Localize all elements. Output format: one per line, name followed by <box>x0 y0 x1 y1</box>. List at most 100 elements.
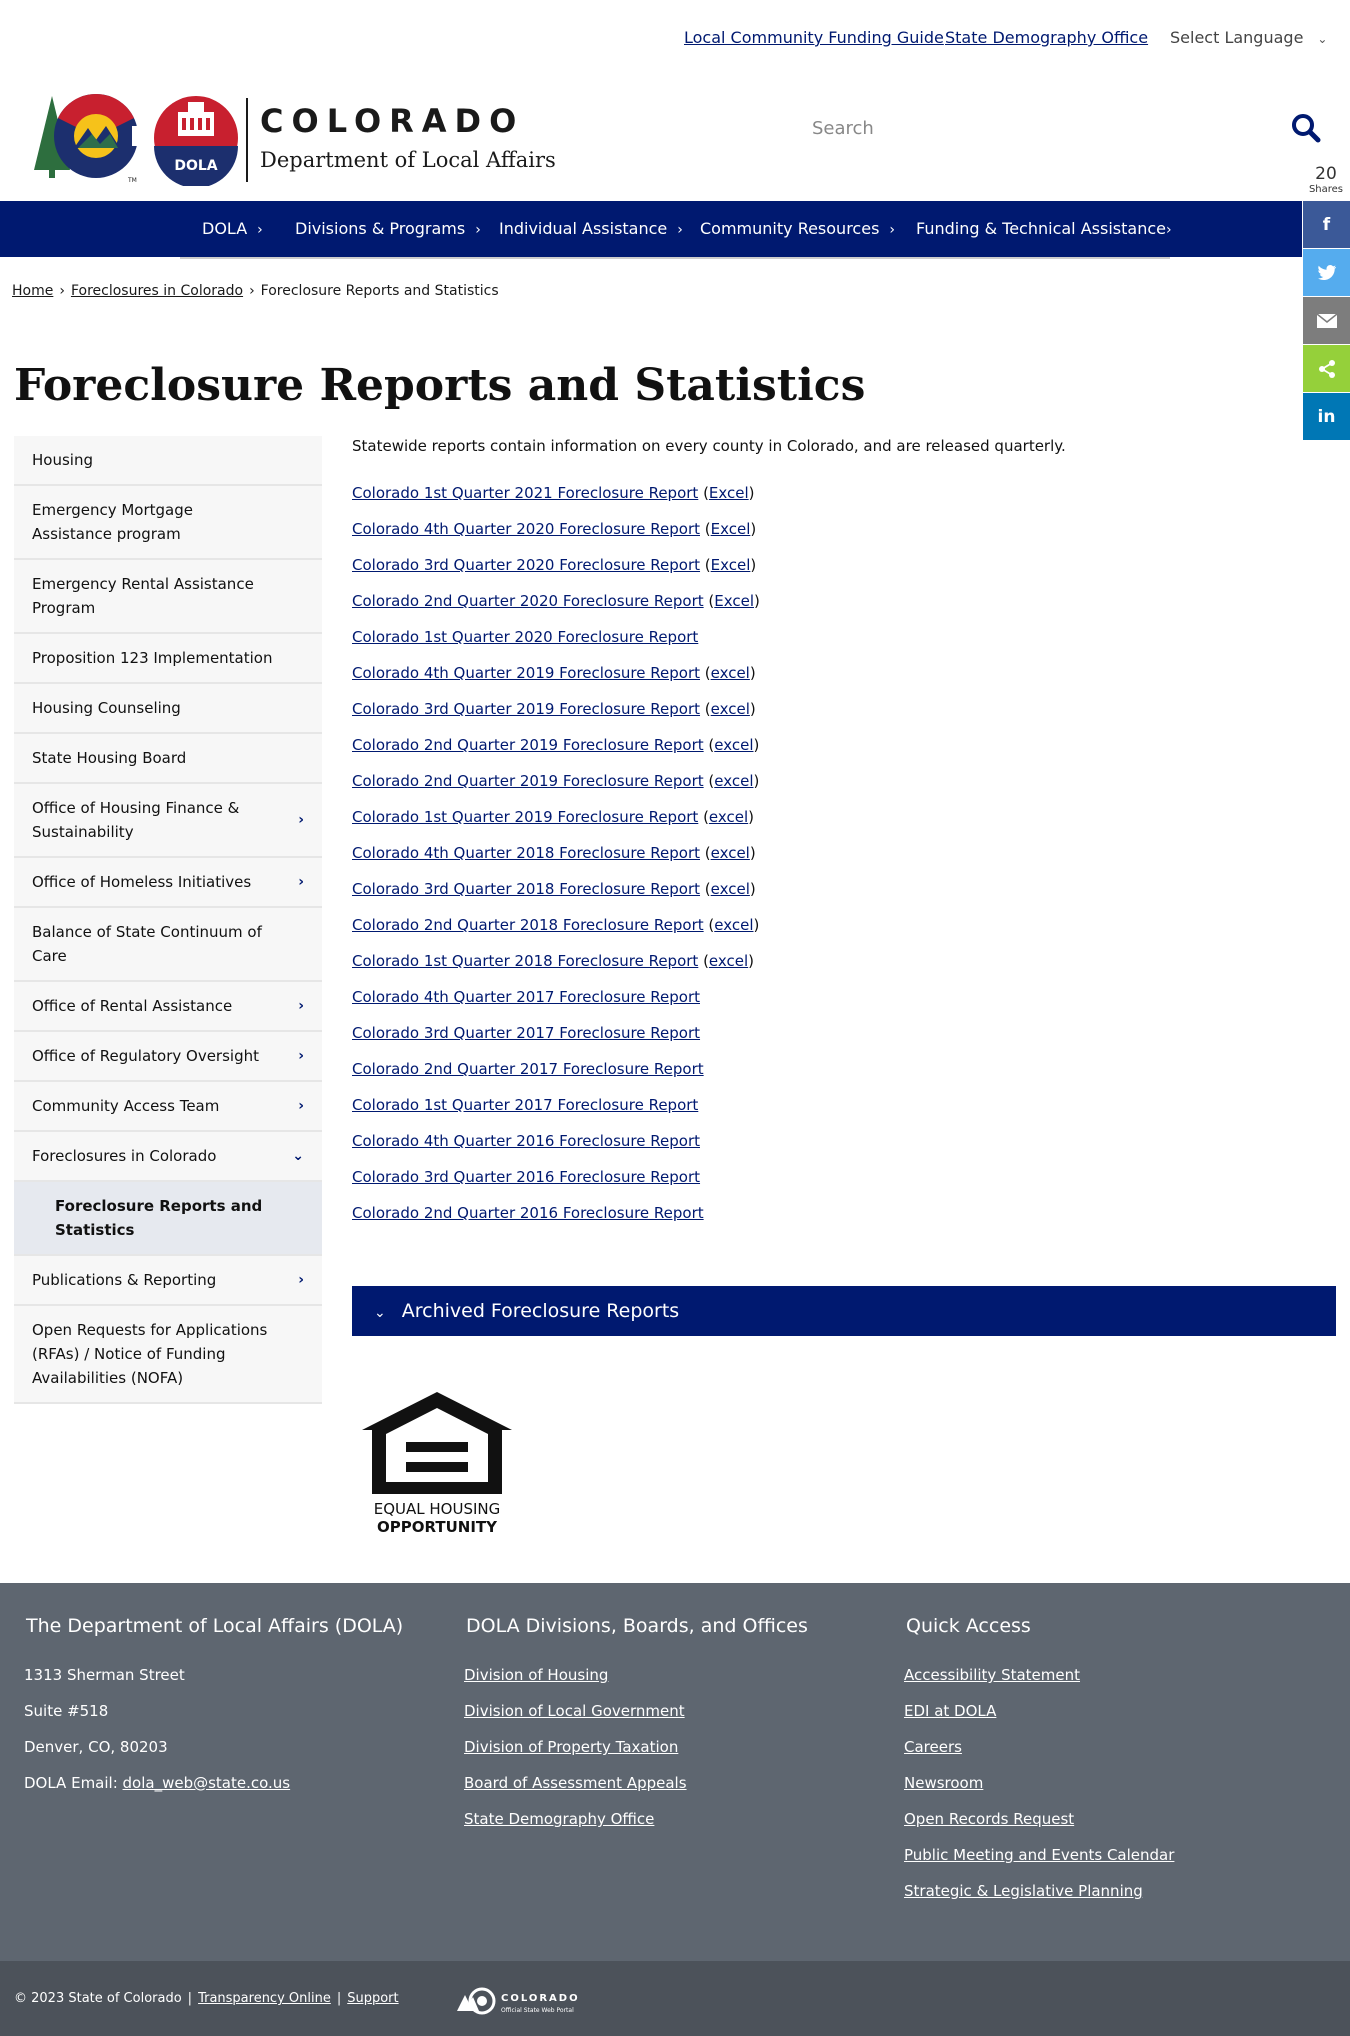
footer-link-strategic-planning[interactable]: Strategic & Legislative Planning <box>904 1882 1143 1900</box>
share-count: 20 Shares <box>1302 164 1350 195</box>
footer-link-local-government[interactable]: Division of Local Government <box>464 1702 685 1720</box>
report-link[interactable]: Colorado 4th Quarter 2017 Foreclosure Re… <box>352 988 700 1006</box>
report-link[interactable]: Colorado 3rd Quarter 2020 Foreclosure Re… <box>352 556 701 574</box>
sidebar-item-housing-finance[interactable]: Office of Housing Finance & Sustainabili… <box>14 784 322 858</box>
chevron-right-icon[interactable]: › <box>298 1272 304 1288</box>
intro-text: Statewide reports contain information on… <box>352 437 1066 455</box>
sidebar-item-rental-assistance[interactable]: Office of Rental Assistance › <box>14 982 322 1032</box>
report-link[interactable]: Colorado 4th Quarter 2016 Foreclosure Re… <box>352 1132 700 1150</box>
footer-link-assessment-appeals[interactable]: Board of Assessment Appeals <box>464 1774 687 1792</box>
linkedin-share-button[interactable]: in <box>1303 393 1350 440</box>
funding-guide-link[interactable]: Local Community Funding Guide <box>684 28 944 47</box>
report-link[interactable]: Colorado 1st Quarter 2017 Foreclosure Re… <box>352 1096 699 1114</box>
demography-office-link[interactable]: State Demography Office <box>945 28 1149 47</box>
support-link[interactable]: Support <box>347 1991 399 2006</box>
report-link[interactable]: Colorado 3rd Quarter 2016 Foreclosure Re… <box>352 1168 701 1186</box>
excel-link[interactable]: excel <box>710 664 750 682</box>
sidebar-item-state-housing-board[interactable]: State Housing Board <box>14 734 322 784</box>
email-share-button[interactable] <box>1303 297 1350 344</box>
excel-link[interactable]: Excel <box>710 556 751 574</box>
nav-item-community-resources[interactable]: Community Resources › <box>700 201 895 257</box>
paren: ) <box>748 484 755 502</box>
share-count-number: 20 <box>1315 164 1337 184</box>
report-link[interactable]: Colorado 2nd Quarter 2018 Foreclosure Re… <box>352 916 704 934</box>
sidebar-item-foreclosures[interactable]: Foreclosures in Colorado ⌄ <box>14 1132 322 1182</box>
report-link[interactable]: Colorado 1st Quarter 2020 Foreclosure Re… <box>352 628 699 646</box>
search-input[interactable] <box>800 106 1270 150</box>
footer-link-edi[interactable]: EDI at DOLA <box>904 1702 997 1720</box>
accordion-label: Archived Foreclosure Reports <box>401 1300 680 1322</box>
sidebar-item-community-access[interactable]: Community Access Team › <box>14 1082 322 1132</box>
footer-link-newsroom[interactable]: Newsroom <box>904 1774 984 1792</box>
excel-link[interactable]: excel <box>710 880 750 898</box>
excel-link[interactable]: excel <box>714 736 754 754</box>
sidebar-item-foreclosure-reports[interactable]: Foreclosure Reports and Statistics <box>14 1182 322 1256</box>
footer-link-careers[interactable]: Careers <box>904 1738 962 1756</box>
excel-link[interactable]: Excel <box>714 592 754 610</box>
excel-link[interactable]: Excel <box>708 484 749 502</box>
sidebar-item-emergency-mortgage[interactable]: Emergency Mortgage Assistance program <box>14 486 322 560</box>
report-row: Colorado 2nd Quarter 2020 Foreclosure Re… <box>352 591 1336 627</box>
state-portal-logo[interactable]: COLORADO Official State Web Portal <box>455 1985 615 2017</box>
footer-link-events-calendar[interactable]: Public Meeting and Events Calendar <box>904 1846 1175 1864</box>
report-link[interactable]: Colorado 3rd Quarter 2018 Foreclosure Re… <box>352 880 701 898</box>
report-link[interactable]: Colorado 2nd Quarter 2017 Foreclosure Re… <box>352 1060 704 1078</box>
report-link[interactable]: Colorado 4th Quarter 2019 Foreclosure Re… <box>352 664 700 682</box>
chevron-right-icon[interactable]: › <box>298 1048 304 1064</box>
logo-divider <box>246 98 248 182</box>
footer-link-division-of-housing[interactable]: Division of Housing <box>464 1666 609 1684</box>
nav-item-individual-assistance[interactable]: Individual Assistance › <box>499 201 683 257</box>
footer-link-accessibility[interactable]: Accessibility Statement <box>904 1666 1081 1684</box>
twitter-share-button[interactable] <box>1303 249 1350 296</box>
report-link[interactable]: Colorado 2nd Quarter 2019 Foreclosure Re… <box>352 772 704 790</box>
footer-link-property-taxation[interactable]: Division of Property Taxation <box>464 1738 679 1756</box>
report-link[interactable]: Colorado 1st Quarter 2019 Foreclosure Re… <box>352 808 699 826</box>
report-link[interactable]: Colorado 3rd Quarter 2019 Foreclosure Re… <box>352 700 701 718</box>
sidebar-item-prop-123[interactable]: Proposition 123 Implementation <box>14 634 322 684</box>
chevron-right-icon[interactable]: › <box>298 1098 304 1114</box>
chevron-right-icon[interactable]: › <box>298 812 304 828</box>
report-link[interactable]: Colorado 2nd Quarter 2020 Foreclosure Re… <box>352 592 704 610</box>
excel-link[interactable]: excel <box>708 808 749 826</box>
sidebar-item-publications[interactable]: Publications & Reporting › <box>14 1256 322 1306</box>
sidebar-item-regulatory-oversight[interactable]: Office of Regulatory Oversight › <box>14 1032 322 1082</box>
sidebar-item-homeless-initiatives[interactable]: Office of Homeless Initiatives › <box>14 858 322 908</box>
report-link[interactable]: Colorado 3rd Quarter 2017 Foreclosure Re… <box>352 1024 701 1042</box>
search-icon[interactable] <box>1290 112 1322 144</box>
facebook-share-button[interactable]: f <box>1303 201 1350 248</box>
breadcrumb-home[interactable]: Home <box>12 283 54 299</box>
report-link[interactable]: Colorado 1st Quarter 2021 Foreclosure Re… <box>352 484 699 502</box>
footer-link-demography-office[interactable]: State Demography Office <box>464 1810 655 1828</box>
footer-email-link[interactable]: dola_web@state.co.us <box>122 1774 291 1792</box>
report-link[interactable]: Colorado 2nd Quarter 2016 Foreclosure Re… <box>352 1204 704 1222</box>
breadcrumb-foreclosures[interactable]: Foreclosures in Colorado <box>70 283 244 299</box>
sidebar-item-housing[interactable]: Housing <box>14 436 322 486</box>
excel-link[interactable]: excel <box>714 916 754 934</box>
report-link[interactable]: Colorado 1st Quarter 2018 Foreclosure Re… <box>352 952 699 970</box>
report-link[interactable]: Colorado 2nd Quarter 2019 Foreclosure Re… <box>352 736 704 754</box>
excel-link[interactable]: excel <box>708 952 749 970</box>
nav-item-dola[interactable]: DOLA › <box>202 201 263 257</box>
share-button[interactable] <box>1303 345 1350 392</box>
chevron-right-icon[interactable]: › <box>298 874 304 890</box>
nav-item-divisions[interactable]: Divisions & Programs › <box>295 201 481 257</box>
sidebar-item-rfas-nofa[interactable]: Open Requests for Applications (RFAs) / … <box>14 1306 322 1404</box>
copyright-line: © 2023 State of Colorado | Transparency On… <box>14 1991 399 2006</box>
sidebar-item-continuum-of-care[interactable]: Balance of State Continuum of Care <box>14 908 322 982</box>
excel-link[interactable]: excel <box>714 772 754 790</box>
language-select[interactable]: Select Language ⌄ <box>1170 28 1327 47</box>
chevron-right-icon[interactable]: › <box>298 998 304 1014</box>
site-logo[interactable]: TM DOLA COLORADO Department of Local Aff… <box>30 86 570 186</box>
nav-item-funding[interactable]: Funding & Technical Assistance› <box>916 201 1172 257</box>
footer-link-open-records[interactable]: Open Records Request <box>904 1810 1075 1828</box>
transparency-link[interactable]: Transparency Online <box>198 1991 331 2006</box>
archived-reports-accordion[interactable]: ⌄ Archived Foreclosure Reports <box>352 1286 1336 1336</box>
excel-link[interactable]: excel <box>710 700 750 718</box>
chevron-down-icon[interactable]: ⌄ <box>292 1148 304 1164</box>
sidebar-item-emergency-rental[interactable]: Emergency Rental Assistance Program <box>14 560 322 634</box>
report-link[interactable]: Colorado 4th Quarter 2018 Foreclosure Re… <box>352 844 700 862</box>
excel-link[interactable]: excel <box>710 844 750 862</box>
excel-link[interactable]: Excel <box>710 520 751 538</box>
sidebar-item-housing-counseling[interactable]: Housing Counseling <box>14 684 322 734</box>
report-link[interactable]: Colorado 4th Quarter 2020 Foreclosure Re… <box>352 520 700 538</box>
